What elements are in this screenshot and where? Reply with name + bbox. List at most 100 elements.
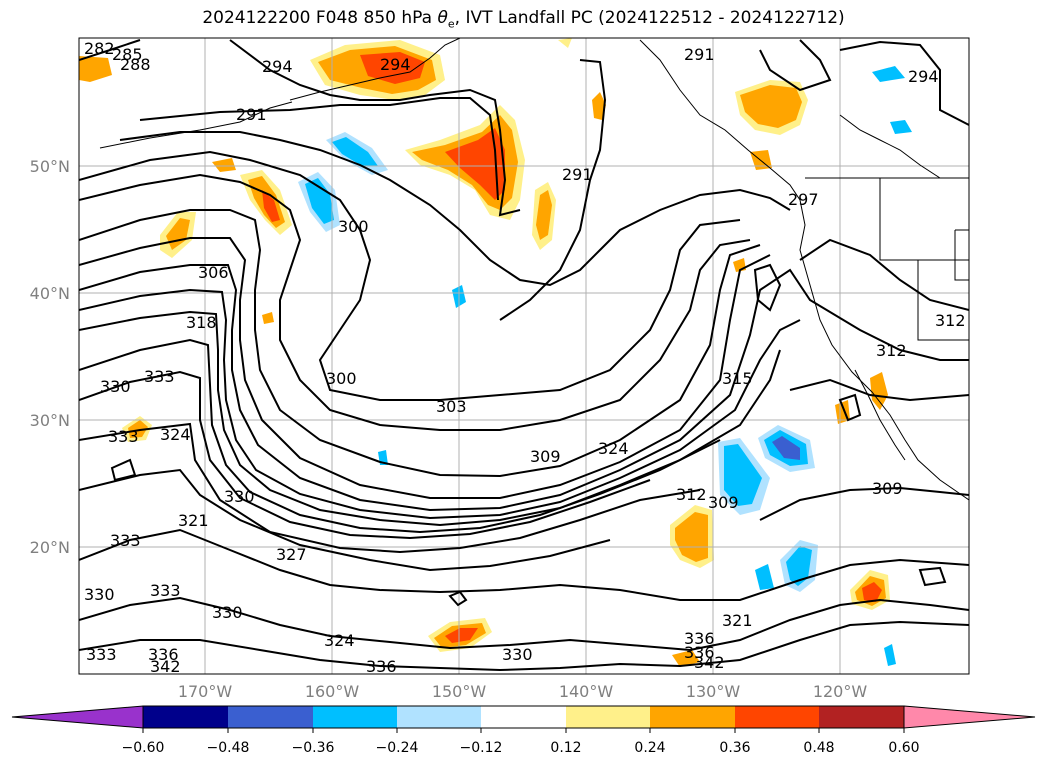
fill-alaska-topleft <box>79 56 112 82</box>
fill-gulf-alaska-1c <box>360 52 425 84</box>
contour-303 <box>79 173 751 431</box>
fill-neg-top-right <box>872 66 905 82</box>
colorbar-bin <box>481 706 566 728</box>
fill-neg-top-right-2 <box>890 120 912 134</box>
lon-label: 170°W <box>178 682 233 701</box>
fill-neg-gulf-1b <box>332 137 378 166</box>
colorbar-tick-label: 0.24 <box>634 740 665 756</box>
fill-mid-1b <box>536 190 552 240</box>
contour-300 <box>79 150 741 401</box>
contour-label: 306 <box>198 263 229 282</box>
colorbar-bin <box>650 706 735 728</box>
ivt-negative-fills <box>298 66 912 666</box>
fill-neg-18n-127w <box>755 564 774 590</box>
contour-small-3 <box>448 590 468 607</box>
contour-label: 291 <box>236 105 267 124</box>
theta-e-contours <box>79 39 969 672</box>
ivt-positive-fills <box>79 38 890 667</box>
colorbar-tick-label: 0.12 <box>550 740 581 756</box>
colorbar-tick-label: −0.36 <box>292 740 335 756</box>
lon-label: 160°W <box>305 682 360 701</box>
baja-coast <box>854 369 906 461</box>
contour-label: 312 <box>876 341 907 360</box>
fill-13n-150w-c <box>445 628 478 643</box>
contour-label: 309 <box>708 493 739 512</box>
contour-label: 303 <box>436 397 467 416</box>
bc-coast <box>639 39 969 501</box>
lat-label: 40°N <box>30 284 70 303</box>
lon-label: 150°W <box>432 682 487 701</box>
colorbar-bin <box>819 706 904 728</box>
contour-label: 309 <box>530 447 561 466</box>
contour-label: 330 <box>224 487 255 506</box>
contour-label: 315 <box>722 369 753 388</box>
contour-318 <box>79 310 781 527</box>
gridlines <box>79 38 969 674</box>
contour-312 <box>79 264 969 512</box>
contour-label: 294 <box>262 57 293 76</box>
contour-label: 333 <box>144 367 175 386</box>
contour-label: 285 <box>112 45 143 64</box>
fill-west-1c <box>262 190 280 222</box>
state-border-2 <box>917 260 969 341</box>
colorbar-tick-label: −0.48 <box>207 740 250 756</box>
contour-321 <box>79 338 721 534</box>
contour-288 <box>79 39 141 61</box>
contour-label: 336 <box>684 629 715 648</box>
colorbar-under-arrow <box>11 705 144 729</box>
fill-neg-20n-125w-b <box>786 546 812 586</box>
contour-label: 330 <box>502 645 533 664</box>
contour-294 <box>229 39 521 217</box>
contour-label: 321 <box>722 611 753 630</box>
contour-label: 324 <box>598 439 629 458</box>
colorbar-frame <box>142 705 905 729</box>
contour-label: 330 <box>84 585 115 604</box>
contour-label: 282 <box>84 39 115 58</box>
colorbar-bin <box>566 706 650 728</box>
fill-neg-28n-130w-b <box>724 444 762 506</box>
contour-label: 333 <box>150 581 181 600</box>
lon-axis-labels: 170°W 160°W 150°W 140°W 130°W 120°W <box>178 682 868 701</box>
fill-west-small-40n <box>262 312 274 324</box>
state-border-1 <box>879 178 969 261</box>
contour-291 <box>139 97 499 201</box>
colorbar-tick-label: −0.24 <box>376 740 419 756</box>
fill-gulf-alaska-2c <box>445 128 505 200</box>
colorbar-bin <box>143 706 228 728</box>
colorbar-tick-label: 0.48 <box>803 740 834 756</box>
fill-mid-2 <box>592 92 606 120</box>
contour-309-east <box>759 486 969 521</box>
lat-label: 30°N <box>30 411 70 430</box>
contour-label: 300 <box>326 369 357 388</box>
contour-label: 342 <box>150 657 181 676</box>
contour-label: 318 <box>186 313 217 332</box>
map-title: 2024122200 F048 850 hPa θe, IVT Landfall… <box>202 8 845 31</box>
contour-label: 312 <box>676 485 707 504</box>
contour-label: 321 <box>178 511 209 530</box>
contour-327 <box>79 422 701 554</box>
contour-label: 312 <box>935 311 966 330</box>
contour-315 <box>79 288 801 520</box>
contour-label: 330 <box>100 377 131 396</box>
state-border-3 <box>839 114 941 179</box>
colorbar-bin <box>228 706 313 728</box>
plot-frame <box>78 37 970 675</box>
alaska-coast <box>289 38 461 101</box>
contour-label: 327 <box>276 545 307 564</box>
contour-label: 294 <box>380 55 411 74</box>
colorbar-bin <box>397 706 481 728</box>
fill-neg-30n-125w-c <box>772 436 800 460</box>
contour-339 <box>79 620 969 672</box>
colorbar-tick-label: −0.60 <box>122 740 165 756</box>
colorbar-tick-label: −0.12 <box>460 740 503 756</box>
aleutians <box>99 101 293 149</box>
colorbar-bin <box>313 706 397 728</box>
contour-330 <box>79 468 611 572</box>
contour-306-east <box>789 378 969 402</box>
lat-label: 20°N <box>30 538 70 557</box>
contour-312-west <box>799 238 969 311</box>
contour-small-1 <box>753 263 782 312</box>
contour-label: 333 <box>86 645 117 664</box>
contour-label: 333 <box>108 427 139 446</box>
